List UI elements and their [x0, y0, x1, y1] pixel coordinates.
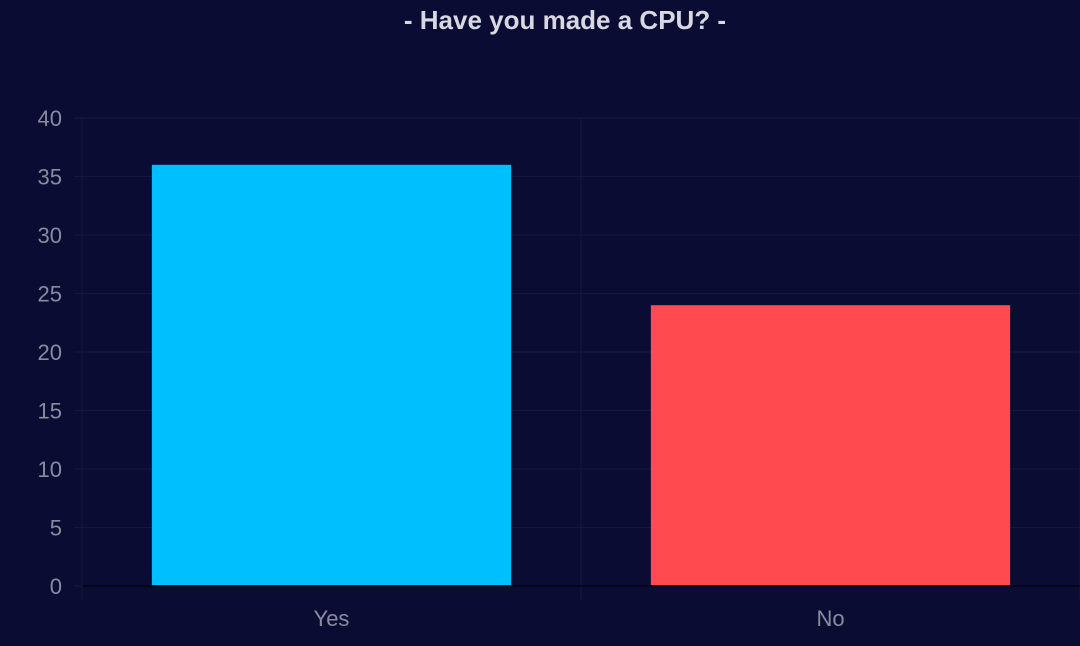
y-tick-label: 35	[38, 165, 62, 190]
x-tick-labels: Yes No	[314, 606, 845, 631]
y-tick-label: 10	[38, 457, 62, 482]
bar-yes	[151, 164, 512, 587]
y-tick-label: 15	[38, 399, 62, 424]
bar-no	[650, 305, 1011, 586]
y-tick-label: 40	[38, 106, 62, 131]
x-tick-label: No	[816, 606, 844, 631]
chart-title: - Have you made a CPU? -	[403, 5, 727, 35]
y-tick-label: 20	[38, 340, 62, 365]
x-tick-label: Yes	[314, 606, 350, 631]
y-tick-labels: 0 5 10 15 20 25 30 35 40	[38, 106, 62, 599]
axes	[74, 117, 1080, 600]
y-tick-label: 5	[50, 516, 62, 541]
bars	[151, 164, 1011, 587]
y-tick-label: 30	[38, 223, 62, 248]
y-tick-label: 0	[50, 574, 62, 599]
y-tick-label: 25	[38, 282, 62, 307]
